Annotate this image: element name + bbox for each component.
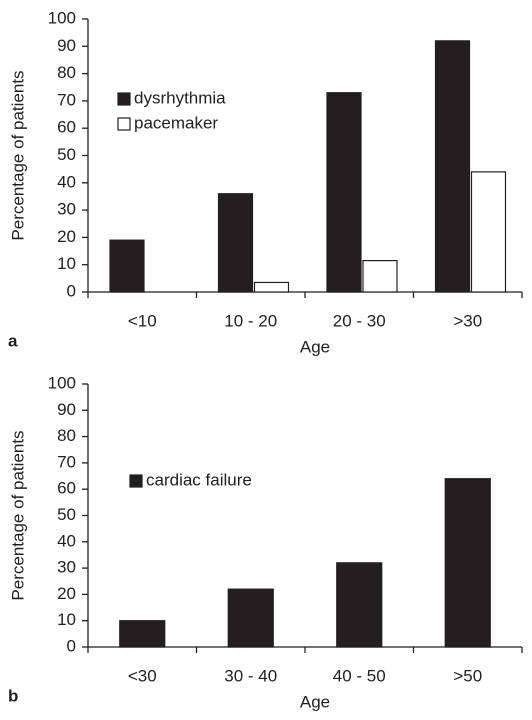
y-tick-label: 100 bbox=[48, 373, 76, 392]
y-axis-title: Percentage of patients bbox=[8, 430, 27, 600]
y-tick-label: 0 bbox=[67, 281, 76, 300]
y-tick-label: 60 bbox=[57, 479, 76, 498]
y-tick-label: 20 bbox=[57, 227, 76, 246]
x-axis-title: Age bbox=[300, 692, 330, 711]
legend-label: cardiac failure bbox=[146, 470, 252, 489]
y-tick-label: 70 bbox=[57, 90, 76, 109]
y-tick-label: 70 bbox=[57, 452, 76, 471]
panel-label: a bbox=[8, 331, 18, 350]
x-axis-title: Age bbox=[300, 337, 330, 356]
x-tick-label: >30 bbox=[453, 311, 482, 330]
y-tick-label: 80 bbox=[57, 426, 76, 445]
bar bbox=[253, 281, 290, 293]
x-tick-label: <30 bbox=[128, 666, 157, 685]
bar bbox=[434, 40, 471, 293]
bar bbox=[326, 92, 362, 293]
y-tick-label: 10 bbox=[57, 610, 76, 629]
x-tick-label: 30 - 40 bbox=[224, 666, 277, 685]
bar bbox=[336, 562, 383, 648]
y-tick-label: 50 bbox=[57, 145, 76, 164]
y-tick-label: 0 bbox=[67, 636, 76, 655]
bar bbox=[362, 260, 398, 293]
legend-swatch bbox=[117, 117, 131, 131]
x-tick-label: >50 bbox=[453, 666, 482, 685]
bar bbox=[227, 588, 274, 648]
bar bbox=[109, 239, 145, 293]
y-tick-label: 50 bbox=[57, 505, 76, 524]
y-tick-label: 40 bbox=[57, 531, 76, 550]
legend-swatch bbox=[129, 474, 143, 488]
legend-swatch bbox=[117, 92, 131, 106]
legend-label: pacemaker bbox=[134, 113, 218, 132]
x-tick-label: <10 bbox=[128, 311, 157, 330]
bar bbox=[119, 620, 166, 648]
y-tick-label: 30 bbox=[57, 558, 76, 577]
y-tick-label: 80 bbox=[57, 63, 76, 82]
x-tick-label: 10 - 20 bbox=[224, 311, 277, 330]
bar bbox=[217, 193, 254, 293]
y-tick-label: 90 bbox=[57, 400, 76, 419]
y-tick-label: 100 bbox=[48, 8, 76, 27]
y-tick-label: 20 bbox=[57, 584, 76, 603]
y-tick-label: 40 bbox=[57, 172, 76, 191]
y-tick-label: 10 bbox=[57, 254, 76, 273]
bar bbox=[470, 171, 507, 293]
y-tick-label: 90 bbox=[57, 36, 76, 55]
y-tick-label: 30 bbox=[57, 200, 76, 219]
x-tick-label: 40 - 50 bbox=[333, 666, 386, 685]
x-tick-label: 20 - 30 bbox=[333, 311, 386, 330]
panel-label: b bbox=[8, 686, 18, 705]
bar bbox=[444, 478, 491, 648]
y-tick-label: 60 bbox=[57, 118, 76, 137]
y-axis-title: Percentage of patients bbox=[8, 70, 27, 240]
legend-label: dysrhythmia bbox=[134, 88, 226, 107]
